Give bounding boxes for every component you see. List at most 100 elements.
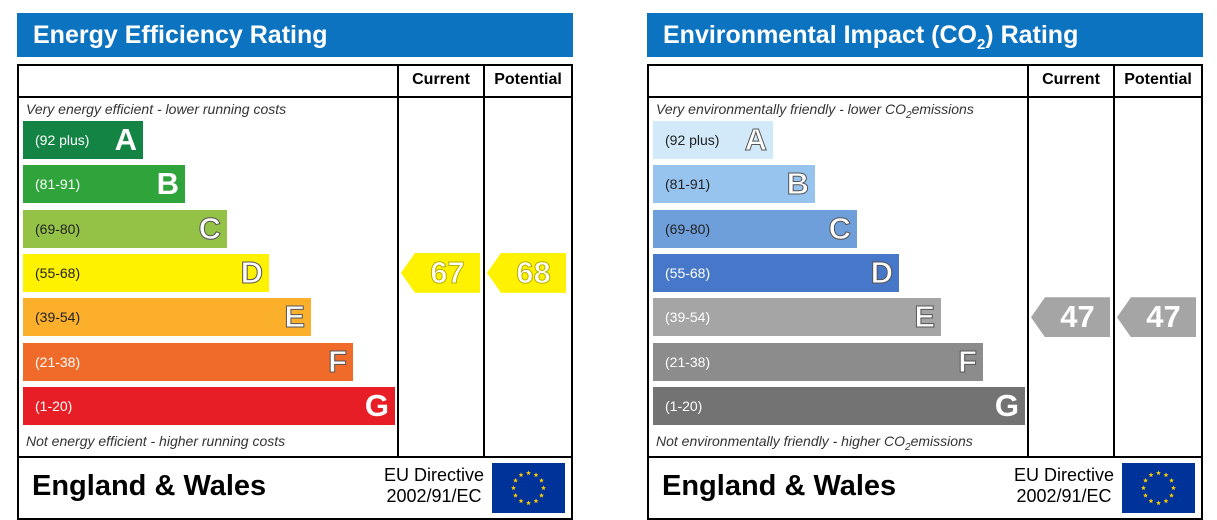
- environment-band-letter: F: [958, 343, 978, 379]
- energy-band-c: (69-80) C: [23, 209, 227, 248]
- environment-band-letter: D: [870, 254, 893, 290]
- energy-band-letter: F: [328, 343, 348, 379]
- environment-footer-line: [647, 456, 1203, 458]
- environment-band-g: (1-20) G: [653, 386, 1025, 425]
- environment-band-e: (39-54) E: [653, 298, 941, 337]
- environment-header-line: [647, 96, 1203, 98]
- eu-star: [539, 492, 544, 498]
- environment-top-caption-sub: 2: [906, 109, 912, 121]
- energy-eu-directive: EU Directive 2002/91/EC: [384, 465, 484, 507]
- environment-directive-line2: 2002/91/EC: [1016, 486, 1112, 506]
- energy-band-f: (21-38) F: [23, 342, 353, 381]
- eu-star: [539, 477, 544, 483]
- environment-band-letter: B: [786, 166, 809, 202]
- eu-star: [1163, 472, 1169, 478]
- energy-directive-line2: 2002/91/EC: [386, 486, 482, 506]
- eu-flag-icon: [492, 463, 565, 513]
- environmental-impact-panel: Environmental Impact (CO 2 ) Rating Curren…: [647, 0, 1203, 520]
- energy-frame: [17, 64, 573, 520]
- environment-band-range: (39-54): [665, 309, 711, 326]
- eu-star: [533, 498, 539, 504]
- eu-star: [1148, 472, 1154, 478]
- eu-star: [1141, 485, 1146, 491]
- energy-band-letter: B: [156, 166, 179, 202]
- eu-star: [541, 485, 546, 491]
- environment-title-part1: Environmental Impact (CO: [663, 21, 977, 49]
- energy-band-letter: A: [114, 122, 137, 157]
- environment-bottom-caption-part2: emissions: [910, 433, 973, 449]
- energy-divider-current: [397, 64, 399, 458]
- eu-star: [1169, 492, 1174, 498]
- environment-eu-directive: EU Directive 2002/91/EC: [1014, 465, 1114, 507]
- energy-potential-value: 68: [516, 254, 551, 290]
- environment-bottom-caption-sub: 2: [905, 441, 911, 453]
- energy-col-current: Current: [412, 71, 470, 88]
- environment-band-d: (55-68) D: [653, 253, 899, 292]
- energy-footer-region: England & Wales: [32, 470, 267, 502]
- environment-band-range: (1-20): [665, 397, 703, 414]
- environment-bottom-caption-part1: Not environmentally friendly - higher CO: [656, 433, 905, 449]
- environment-band-a: (92 plus) A: [653, 121, 773, 159]
- environment-divider-potential: [1113, 64, 1115, 458]
- eu-star: [533, 472, 539, 478]
- environment-band-letter: C: [828, 210, 851, 246]
- eu-flag-icon: [1122, 463, 1195, 513]
- energy-band-g: (1-20) G: [23, 386, 395, 425]
- energy-band-range: (21-38): [35, 353, 81, 370]
- energy-band-d: (55-68) D: [23, 253, 269, 292]
- eu-star: [526, 470, 531, 476]
- environment-footer-region: England & Wales: [662, 470, 897, 502]
- energy-header-line: [17, 96, 573, 98]
- eu-star: [1163, 498, 1169, 504]
- energy-band-range: (81-91): [35, 176, 81, 193]
- energy-band-range: (39-54): [35, 309, 81, 326]
- eu-star: [1169, 477, 1174, 483]
- energy-bottom-caption: Not energy efficient - higher running co…: [26, 433, 286, 449]
- environment-title-part2: ) Rating: [985, 21, 1079, 49]
- environment-band-range: (55-68): [665, 264, 711, 281]
- eu-star: [513, 477, 518, 483]
- eu-star: [511, 485, 516, 491]
- environment-band-letter: A: [744, 122, 767, 158]
- eu-star: [1156, 500, 1161, 506]
- energy-band-letter: E: [284, 299, 306, 335]
- energy-top-caption: Very energy efficient - lower running co…: [26, 101, 287, 117]
- environment-band-f: (21-38) F: [653, 342, 983, 381]
- eu-star: [1143, 492, 1148, 498]
- environment-band-range: (92 plus): [665, 132, 720, 148]
- energy-band-range: (1-20): [35, 397, 73, 414]
- energy-directive-line1: EU Directive: [383, 465, 484, 485]
- environment-frame: [647, 64, 1203, 520]
- environment-band-range: (21-38): [665, 353, 711, 370]
- energy-potential-rating: 68: [487, 252, 566, 293]
- energy-band-letter: D: [240, 254, 263, 290]
- eu-star: [1171, 485, 1176, 491]
- environment-top-caption-part1: Very environmentally friendly - lower CO: [656, 101, 907, 117]
- energy-current-value: 67: [430, 254, 465, 290]
- energy-band-range: (92 plus): [35, 132, 90, 148]
- energy-divider-potential: [483, 64, 485, 458]
- energy-col-potential: Potential: [494, 71, 562, 88]
- environment-current-rating: 47: [1031, 297, 1110, 338]
- energy-band-e: (39-54) E: [23, 298, 311, 337]
- energy-band-range: (69-80): [35, 220, 81, 237]
- environment-directive-line1: EU Directive: [1013, 465, 1114, 485]
- environment-col-current: Current: [1042, 71, 1100, 88]
- energy-efficiency-panel: Energy Efficiency Rating Current Potenti…: [17, 0, 573, 520]
- eu-star: [513, 492, 518, 498]
- environment-divider-current: [1027, 64, 1029, 458]
- energy-band-b: (81-91) B: [23, 165, 185, 204]
- energy-band-range: (55-68): [35, 264, 81, 281]
- environment-band-range: (69-80): [665, 220, 711, 237]
- eu-star: [518, 472, 524, 478]
- eu-star: [526, 500, 531, 506]
- environment-potential-rating: 47: [1117, 297, 1196, 338]
- energy-band-letter: G: [364, 387, 389, 423]
- eu-star: [1143, 477, 1148, 483]
- energy-footer-line: [17, 456, 573, 458]
- environment-band-letter: E: [914, 299, 936, 335]
- energy-current-rating: 67: [401, 252, 480, 293]
- energy-band-letter: C: [198, 210, 221, 246]
- environment-top-caption-part2: emissions: [911, 101, 974, 117]
- environment-top-caption: Very environmentally friendly - lower CO…: [656, 101, 974, 121]
